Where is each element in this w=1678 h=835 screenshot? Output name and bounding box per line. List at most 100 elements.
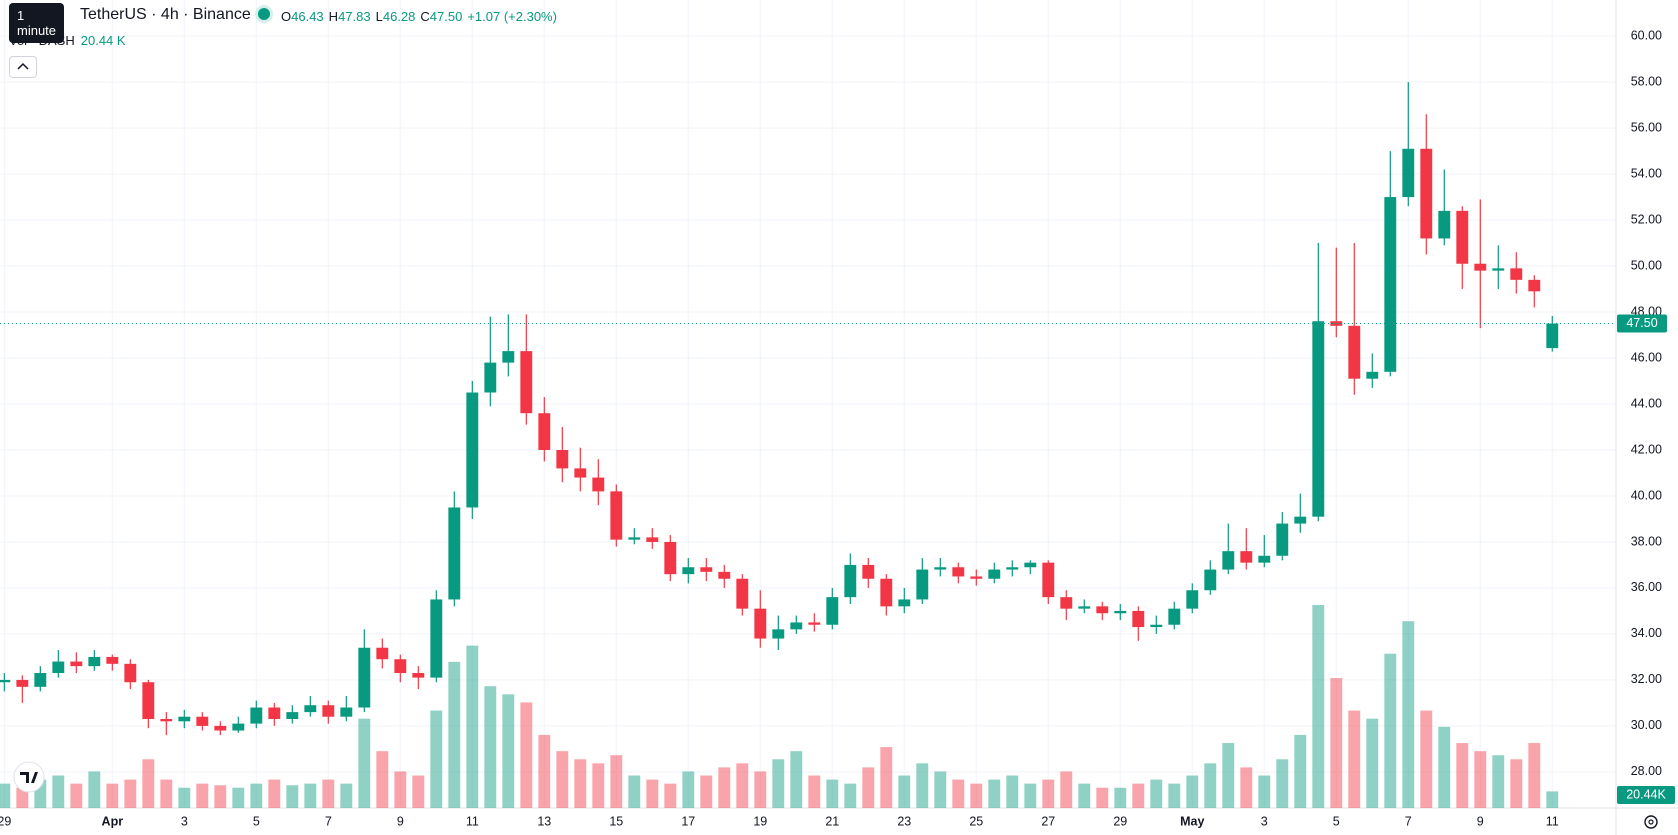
- volume-bar: [1348, 710, 1361, 808]
- candle-body: [1024, 562, 1037, 568]
- volume-bar: [1114, 787, 1127, 808]
- volume-bar: [628, 775, 641, 808]
- x-tick-label: 5: [253, 814, 260, 828]
- x-tick-label: 27: [1041, 814, 1055, 828]
- volume-bar: [862, 767, 875, 808]
- candle-body: [1510, 268, 1523, 280]
- candle-body: [1348, 325, 1361, 379]
- candle-body: [610, 491, 623, 540]
- candle-body: [1438, 210, 1451, 239]
- x-tick-label: Apr: [102, 814, 124, 828]
- x-tick-label: 11: [1546, 814, 1559, 828]
- x-tick-label: 3: [181, 814, 188, 828]
- volume-bar: [286, 785, 299, 808]
- candle-body: [970, 576, 983, 579]
- volume-bar: [718, 767, 731, 808]
- y-tick-label: 32.00: [1631, 672, 1662, 686]
- volume-bar: [592, 763, 605, 808]
- volume-bar: [142, 759, 155, 808]
- volume-bar: [1492, 755, 1505, 808]
- collapse-button[interactable]: [9, 56, 37, 78]
- candle-body: [1240, 551, 1253, 563]
- candle-body: [250, 707, 263, 724]
- volume-bar: [376, 751, 389, 808]
- candle-body: [430, 599, 443, 678]
- candle-body: [826, 597, 839, 625]
- candle-body: [916, 569, 929, 600]
- candle-body: [700, 567, 713, 572]
- close-value: 47.50: [429, 9, 463, 24]
- settings-icon: [1644, 815, 1658, 829]
- candle-body: [268, 707, 281, 720]
- tooltip: 1 minute: [9, 3, 65, 43]
- candle-body: [646, 537, 659, 542]
- volume-bar: [1474, 751, 1487, 808]
- x-tick-label: 3: [1261, 814, 1268, 828]
- volume-bar: [646, 779, 659, 808]
- volume-bar: [412, 775, 425, 808]
- volume-bar: [1150, 779, 1163, 808]
- price-badge-label: 47.50: [1626, 316, 1657, 330]
- volume-bar: [340, 783, 353, 808]
- y-tick-label: 30.00: [1631, 718, 1662, 732]
- candle-body: [1312, 321, 1325, 517]
- volume-bar: [394, 771, 407, 808]
- candle-body: [322, 705, 335, 717]
- volume-bar: [1204, 763, 1217, 808]
- candle-body: [538, 413, 551, 450]
- candle-body: [1276, 523, 1289, 556]
- x-tick-label: 9: [1477, 814, 1484, 828]
- candle-body: [772, 629, 785, 639]
- y-tick-label: 38.00: [1631, 534, 1662, 548]
- candle-body: [340, 707, 353, 717]
- candle-body: [1456, 210, 1469, 264]
- volume-bar: [1528, 743, 1541, 808]
- volume-bar: [844, 783, 857, 808]
- x-tick-label: 15: [609, 814, 623, 828]
- y-tick-label: 56.00: [1631, 120, 1662, 134]
- volume-bar: [1006, 775, 1019, 808]
- volume-bar: [1366, 718, 1379, 808]
- candle-body: [376, 647, 389, 660]
- candle-body: [1258, 555, 1271, 563]
- change-value: +1.07 (+2.30%): [467, 9, 557, 24]
- x-tick-label: 7: [325, 814, 332, 828]
- candle-body: [448, 507, 461, 600]
- candle-body: [556, 449, 569, 469]
- volume-bar: [34, 779, 47, 808]
- candle-body: [952, 567, 965, 577]
- candle-body: [214, 725, 227, 731]
- volume-bar: [250, 783, 263, 808]
- volume-bar: [466, 645, 479, 808]
- y-tick-label: 42.00: [1631, 442, 1662, 456]
- candle-body: [88, 656, 101, 667]
- volume-bar: [556, 751, 569, 808]
- volume-bar: [934, 771, 947, 808]
- candle-body: [232, 723, 245, 731]
- volume-bar: [1042, 779, 1055, 808]
- high-value: 47.83: [338, 9, 371, 24]
- candle-body: [106, 656, 119, 664]
- volume-bar: [700, 775, 713, 808]
- candle-body: [592, 477, 605, 492]
- candle-body: [1168, 608, 1181, 625]
- volume-bar: [88, 771, 101, 808]
- candle-body: [1222, 551, 1235, 570]
- volume-bar: [70, 783, 83, 808]
- volume-bar: [772, 759, 785, 808]
- chevron-icon: [17, 62, 29, 70]
- volume-bar: [196, 783, 209, 808]
- candle-body: [628, 537, 641, 540]
- volume-bar: [1258, 775, 1271, 808]
- volume-bar: [610, 755, 623, 808]
- x-tick-label: 9: [397, 814, 404, 828]
- candle-body: [754, 608, 767, 639]
- volume-title: Vol · DASH: [9, 33, 75, 48]
- volume-bar: [1060, 771, 1073, 808]
- x-tick-label: 23: [897, 814, 911, 828]
- candle-body: [1366, 371, 1379, 379]
- volume-badge: [1617, 786, 1675, 804]
- candle-body: [1006, 567, 1019, 570]
- volume-bar: [1420, 710, 1433, 808]
